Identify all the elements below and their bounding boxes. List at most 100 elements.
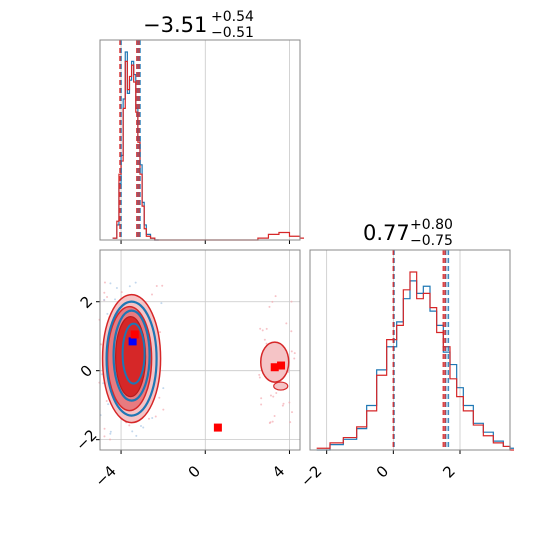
- marker-red-4: [277, 361, 286, 370]
- contour-blue-inner: [121, 322, 146, 385]
- scatter-dot: [282, 402, 285, 405]
- scatter-dot: [160, 302, 163, 305]
- ytick-label-1: 0: [77, 361, 96, 380]
- marginal-panel-p1: [99, 39, 304, 244]
- marker-red-3: [270, 363, 279, 372]
- scatter-dot: [271, 420, 274, 423]
- scatter-dot: [269, 421, 272, 424]
- title-p2-lower: −0.75: [410, 233, 453, 249]
- scatter-dot: [271, 300, 274, 303]
- scatter-dot: [293, 357, 296, 360]
- scatter-dot: [272, 395, 275, 398]
- title-p2: 0.77: [363, 221, 410, 245]
- xtick-label-1: 0: [185, 462, 204, 481]
- contour-red-secondary-small: [273, 381, 289, 391]
- scatter-dot: [260, 397, 263, 400]
- title-p1: −3.51: [143, 13, 207, 37]
- scatter-dot: [275, 392, 278, 395]
- scatter-dot: [285, 322, 288, 325]
- scatter-dot: [269, 394, 272, 397]
- scatter-dot: [114, 298, 117, 301]
- scatter-dot: [290, 300, 293, 303]
- scatter-dot: [293, 352, 296, 355]
- scatter-dot: [134, 281, 137, 284]
- marker-red-1: [130, 330, 139, 339]
- scatter-dot: [159, 331, 162, 334]
- scatter-dot: [274, 295, 277, 298]
- scatter-dot: [103, 427, 106, 430]
- ytick-label-0: −2: [72, 426, 100, 454]
- joint-panel: −4 0 4 −2 0 2: [72, 249, 301, 490]
- contour-blue-mid: [112, 309, 151, 402]
- scatter-dot: [263, 338, 266, 341]
- scatter-dot: [289, 421, 292, 424]
- scatter-dot: [120, 291, 123, 294]
- scatter-dot: [260, 403, 263, 406]
- scatter-dot: [288, 401, 291, 404]
- scatter-dot: [259, 327, 262, 330]
- scatter-dot: [258, 373, 261, 376]
- scatter-dot: [265, 342, 268, 345]
- title-p2-upper: +0.80: [410, 217, 453, 233]
- scatter-dot: [265, 327, 268, 330]
- title-p1-lower: −0.51: [211, 25, 254, 41]
- scatter-dot: [162, 408, 165, 411]
- scatter-dot: [290, 330, 293, 333]
- ytick-label-2: 2: [77, 292, 96, 311]
- marker-red-2: [213, 423, 222, 432]
- scatter-dot: [128, 424, 131, 427]
- scatter-dot: [102, 382, 105, 385]
- panel-frame: [309, 249, 511, 451]
- scatter-dot: [139, 424, 142, 427]
- scatter-dot: [103, 291, 106, 294]
- xtick-label-1: 0: [373, 462, 392, 481]
- panel-frame: [99, 249, 301, 451]
- scatter-dot: [142, 426, 145, 429]
- title-p2-median: 0.77: [363, 221, 410, 245]
- scatter-dot: [103, 298, 106, 301]
- scatter-dot: [273, 414, 276, 417]
- scatter-dot: [162, 387, 165, 390]
- xtick-label-2: 4: [269, 462, 288, 481]
- marginal-panel-p2: −2 0 2: [297, 249, 514, 490]
- xtick-label-2: 2: [439, 462, 458, 481]
- scatter-dot: [148, 417, 151, 420]
- scatter-dot: [281, 404, 284, 407]
- scatter-dot: [135, 434, 138, 437]
- scatter-dot: [151, 416, 154, 419]
- marker-blue-0: [128, 337, 137, 346]
- scatter-dot: [106, 312, 109, 315]
- scatter-dot: [106, 296, 109, 299]
- scatter-dot: [103, 435, 106, 438]
- scatter-dot: [161, 284, 164, 287]
- histogram-red: [316, 271, 514, 451]
- title-p1-upper: +0.54: [211, 9, 254, 25]
- scatter-dot: [155, 285, 158, 288]
- scatter-dot: [128, 285, 131, 288]
- scatter-dot: [131, 430, 134, 433]
- scatter-dot: [107, 403, 110, 406]
- scatter-dot: [109, 432, 112, 435]
- xtick-label-0: −4: [92, 462, 120, 490]
- scatter-dot: [115, 286, 118, 289]
- scatter-dot: [261, 329, 264, 332]
- scatter-dot: [109, 438, 112, 441]
- scatter-dot: [105, 399, 108, 402]
- histogram-red: [112, 60, 304, 241]
- contour-red-inner: [114, 316, 147, 398]
- scatter-dot: [291, 411, 294, 414]
- scatter-dot: [258, 376, 261, 379]
- scatter-dot: [290, 350, 293, 353]
- scatter-dot: [154, 415, 157, 418]
- scatter-dot: [268, 305, 271, 308]
- xtick-label-0: −2: [297, 462, 325, 490]
- scatter-dot: [109, 282, 112, 285]
- scatter-dot: [103, 281, 106, 284]
- panel-frame: [99, 39, 301, 241]
- scatter-dot: [109, 430, 112, 433]
- scatter-dot: [150, 293, 153, 296]
- histogram-blue: [316, 280, 514, 451]
- scatter-dot: [158, 396, 161, 399]
- title-p1-median: −3.51: [143, 13, 207, 37]
